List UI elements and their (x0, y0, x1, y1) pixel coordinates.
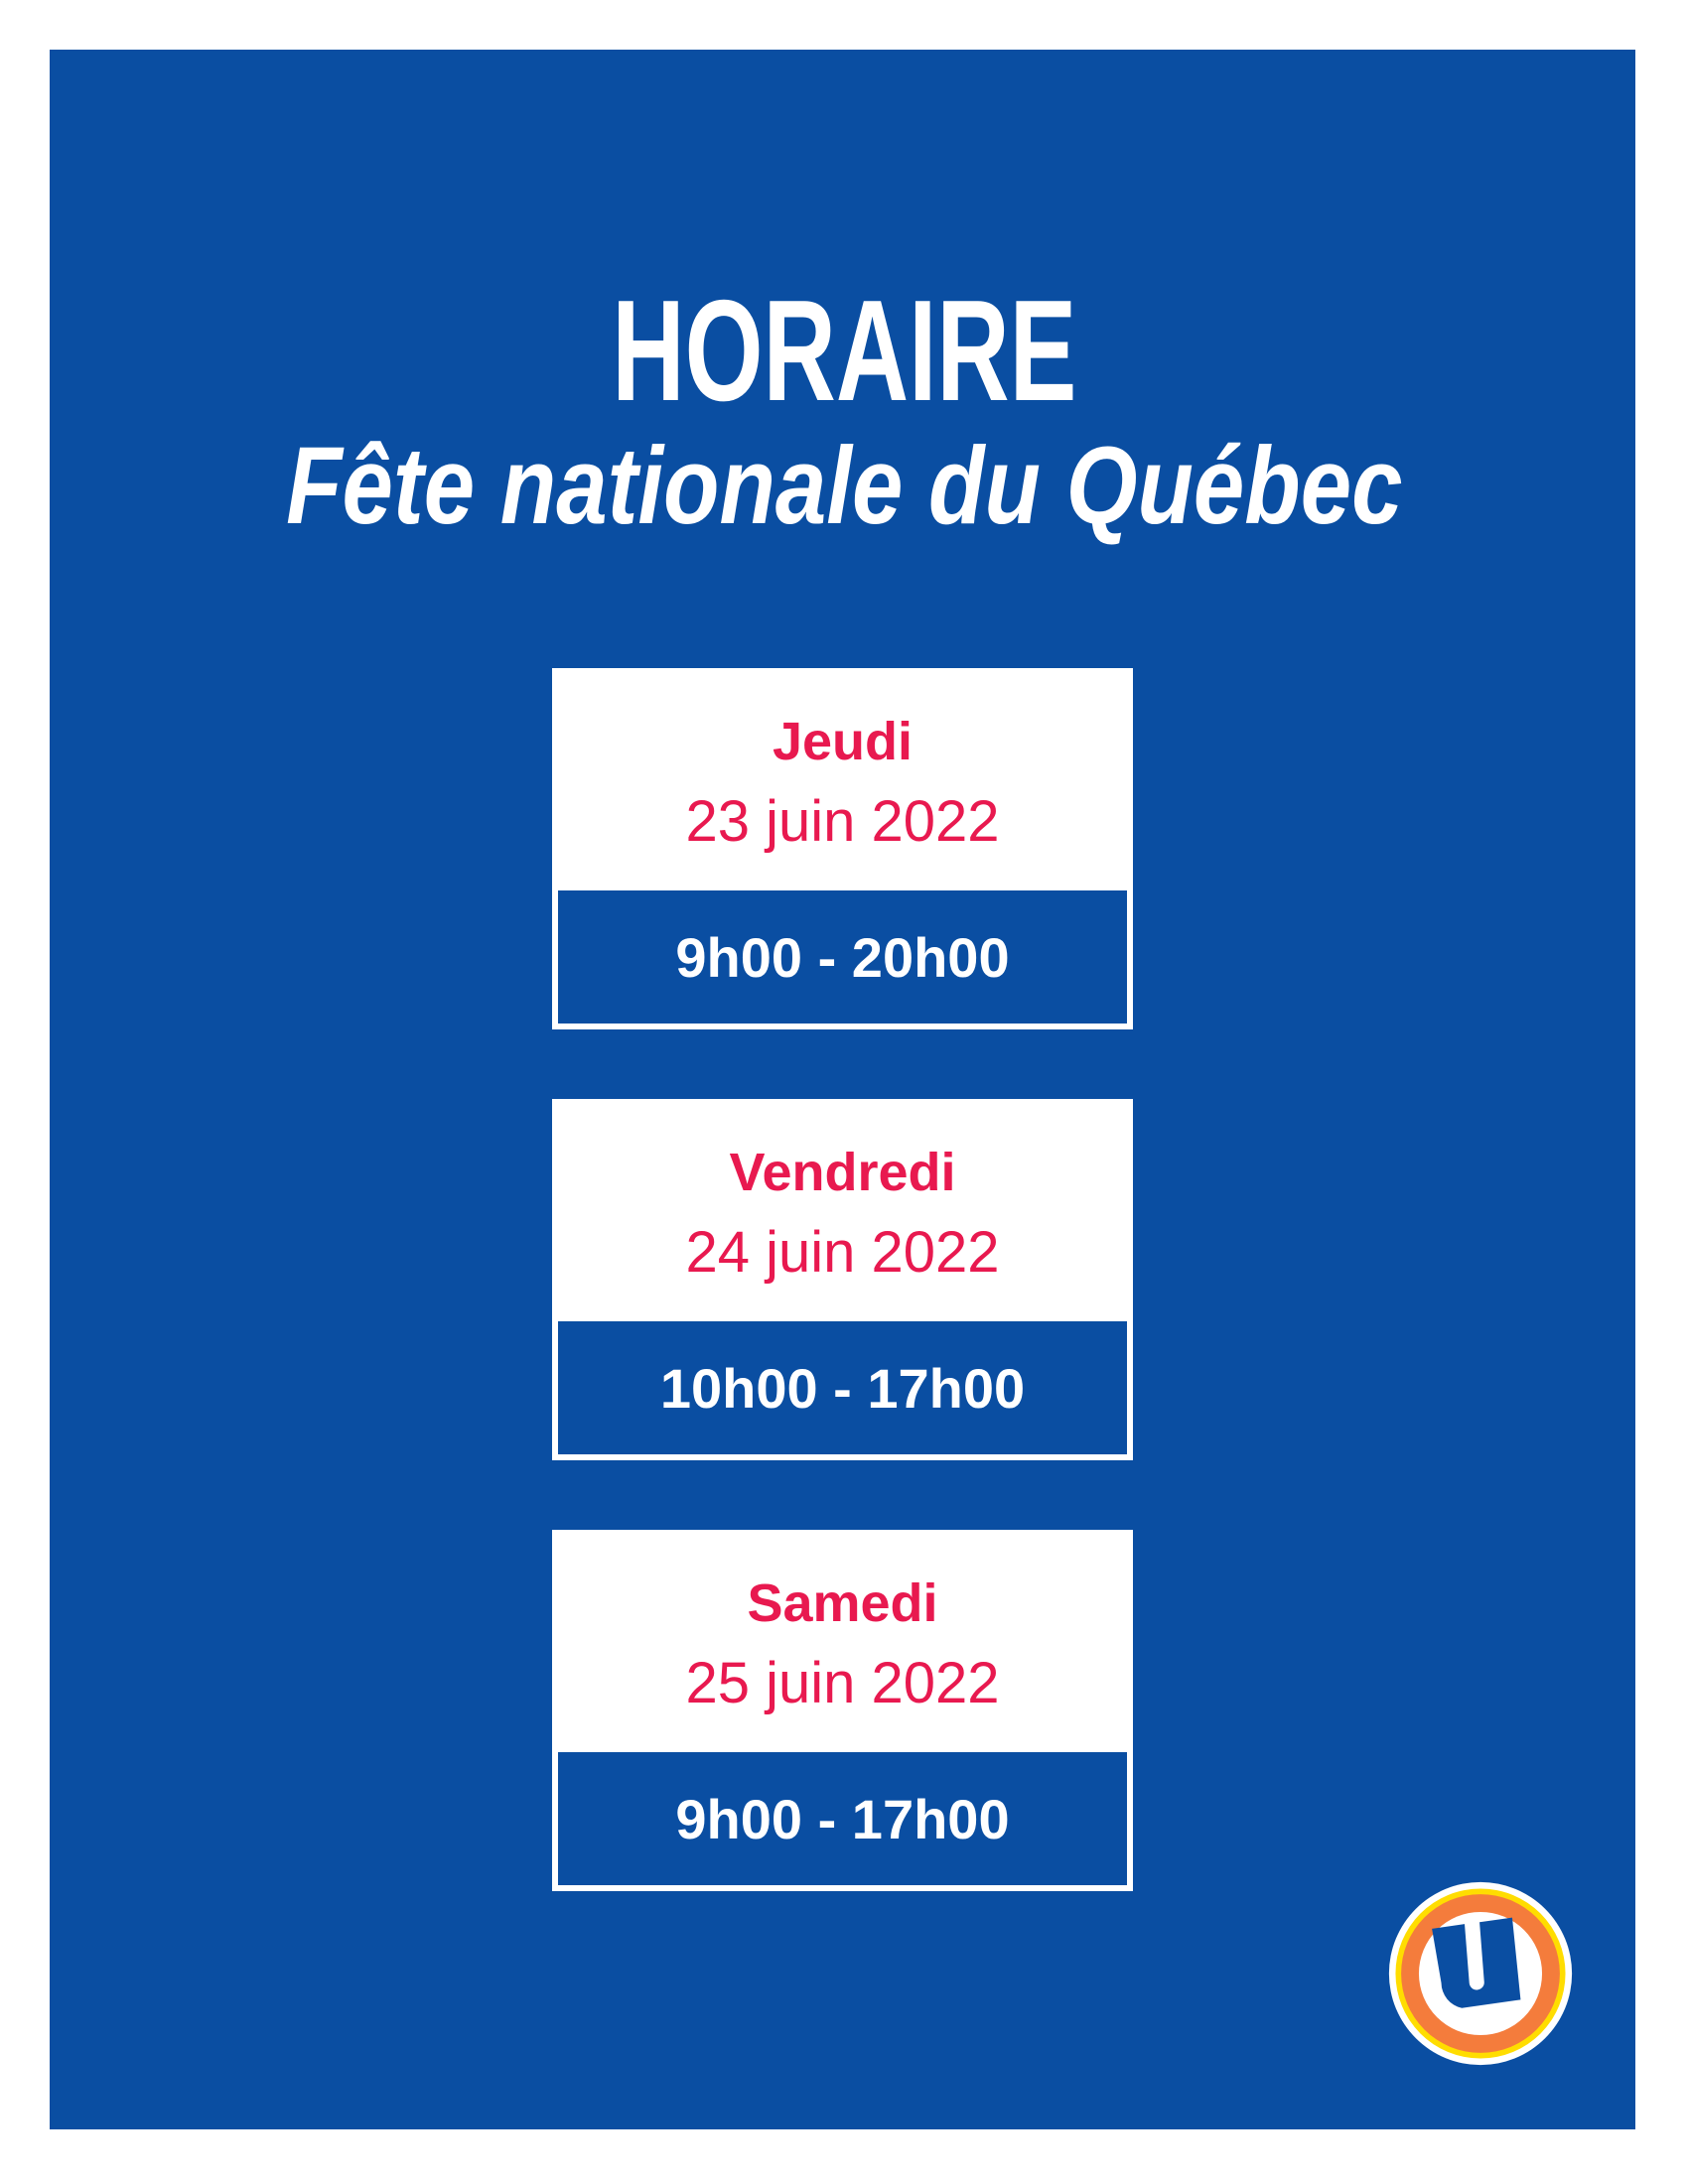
day-name: Jeudi (772, 712, 914, 771)
schedule-card-friday: Vendredi 24 juin 2022 10h00 - 17h00 (552, 1099, 1133, 1460)
opening-hours: 9h00 - 20h00 (558, 890, 1127, 1024)
day-name: Samedi (747, 1573, 938, 1633)
opening-hours: 9h00 - 17h00 (558, 1752, 1127, 1885)
page-title: HORAIRE (611, 270, 1077, 431)
u-logo (1388, 1881, 1573, 2066)
day-date: 23 juin 2022 (685, 789, 1000, 854)
day-date: 25 juin 2022 (685, 1651, 1000, 1715)
day-date: 24 juin 2022 (685, 1220, 1000, 1285)
day-name: Vendredi (729, 1143, 956, 1202)
schedule-card-saturday: Samedi 25 juin 2022 9h00 - 17h00 (552, 1530, 1133, 1891)
schedule-card-thursday: Jeudi 23 juin 2022 9h00 - 20h00 (552, 668, 1133, 1029)
page-subtitle: Fête nationale du Québec (285, 425, 1403, 547)
opening-hours: 10h00 - 17h00 (558, 1321, 1127, 1454)
